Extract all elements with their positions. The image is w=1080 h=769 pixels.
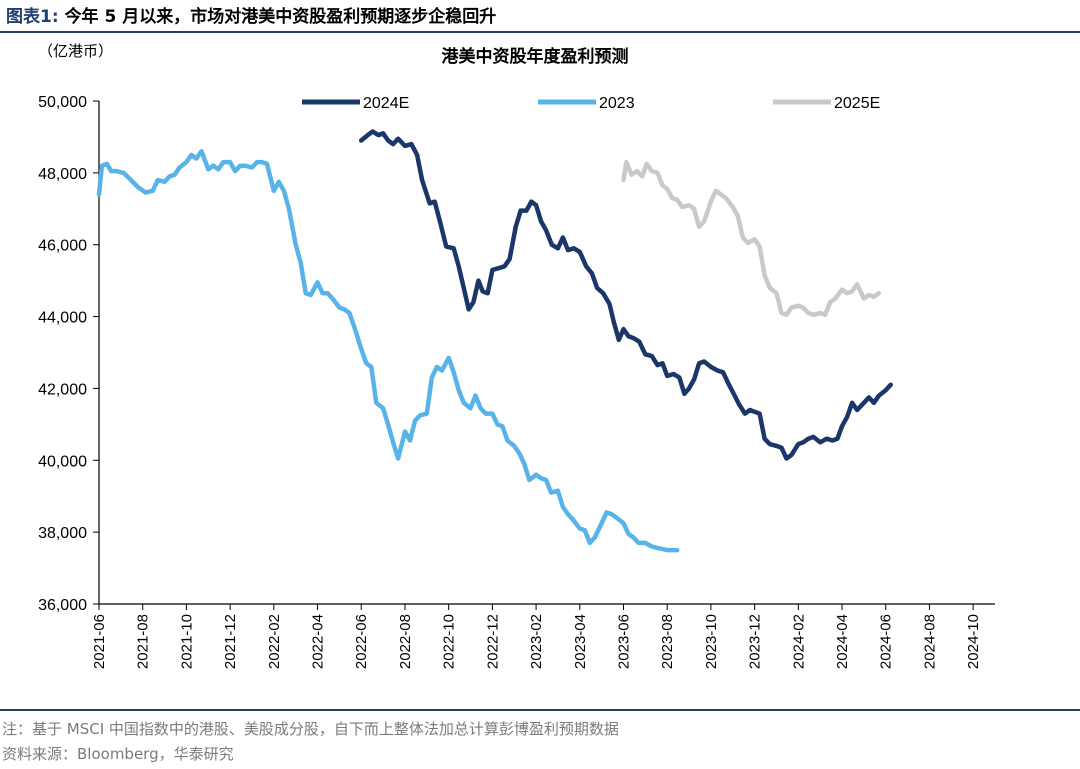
y-tick-label: 44,000: [38, 310, 87, 327]
x-tick-label: 2024-08: [921, 614, 938, 669]
footnote: 注：基于 MSCI 中国指数中的港股、美股成分股，自下而上整体法加总计算彭博盈利…: [2, 720, 619, 738]
x-tick-label: 2022-12: [484, 614, 501, 669]
figure-title-text: 今年 5 月以来，市场对港美中资股盈利预期逐步企稳回升: [64, 7, 497, 27]
x-tick-label: 2023-08: [659, 614, 676, 669]
y-tick-label: 46,000: [38, 238, 87, 255]
x-tick-label: 2022-08: [397, 614, 414, 669]
y-tick-label: 38,000: [38, 525, 87, 542]
x-tick-label: 2024-06: [878, 614, 895, 669]
legend-label-2025e: 2025E: [834, 95, 880, 112]
legend-label-2024e: 2024E: [363, 95, 409, 112]
x-tick-label: 2023-02: [528, 614, 545, 669]
figure-label: 图表1:: [6, 7, 59, 27]
x-tick-label: 2022-10: [441, 614, 458, 669]
y-tick-label: 50,000: [38, 94, 87, 111]
axes: 36,000 38,000 40,000 42,000 44,000 46,000 48,0…: [38, 94, 995, 669]
x-tick-label: 2023-12: [747, 614, 764, 669]
title-rule: [0, 31, 1080, 33]
x-tick-label: 2022-06: [353, 614, 370, 669]
y-tick-label: 42,000: [38, 381, 87, 398]
x-tick-label: 2022-04: [310, 614, 327, 669]
figure-title: 图表1: 今年 5 月以来，市场对港美中资股盈利预期逐步企稳回升: [6, 2, 496, 27]
footer-rule: [0, 709, 1080, 711]
x-tick-label: 2023-10: [703, 614, 720, 669]
x-tick-label: 2023-04: [572, 614, 589, 669]
x-tick-label: 2021-06: [91, 614, 108, 669]
x-tick-label: 2021-10: [178, 614, 195, 669]
x-tick-label: 2024-02: [790, 614, 807, 669]
y-tick-label: 48,000: [38, 166, 87, 183]
x-tick-label: 2022-02: [266, 614, 283, 669]
y-tick-label: 36,000: [38, 597, 87, 614]
series-line-2023: [96, 149, 680, 553]
legend: 2024E 2023 2025E: [302, 95, 880, 112]
y-tick-label: 40,000: [38, 453, 87, 470]
x-tick-label: 2021-12: [222, 614, 239, 669]
series-line-2025e: [621, 159, 882, 318]
series-layer: [96, 129, 893, 553]
source-note: 资料来源：Bloomberg，华泰研究: [2, 745, 234, 763]
series-line-2024e: [358, 129, 893, 461]
x-tick-label: 2021-08: [135, 614, 152, 669]
chart-title: 港美中资股年度盈利预测: [442, 46, 629, 67]
x-tick-label: 2023-06: [615, 614, 632, 669]
unit-label: （亿港币）: [38, 42, 113, 60]
x-tick-label: 2024-10: [965, 614, 982, 669]
legend-label-2023: 2023: [599, 95, 635, 112]
x-tick-label: 2024-04: [834, 614, 851, 669]
